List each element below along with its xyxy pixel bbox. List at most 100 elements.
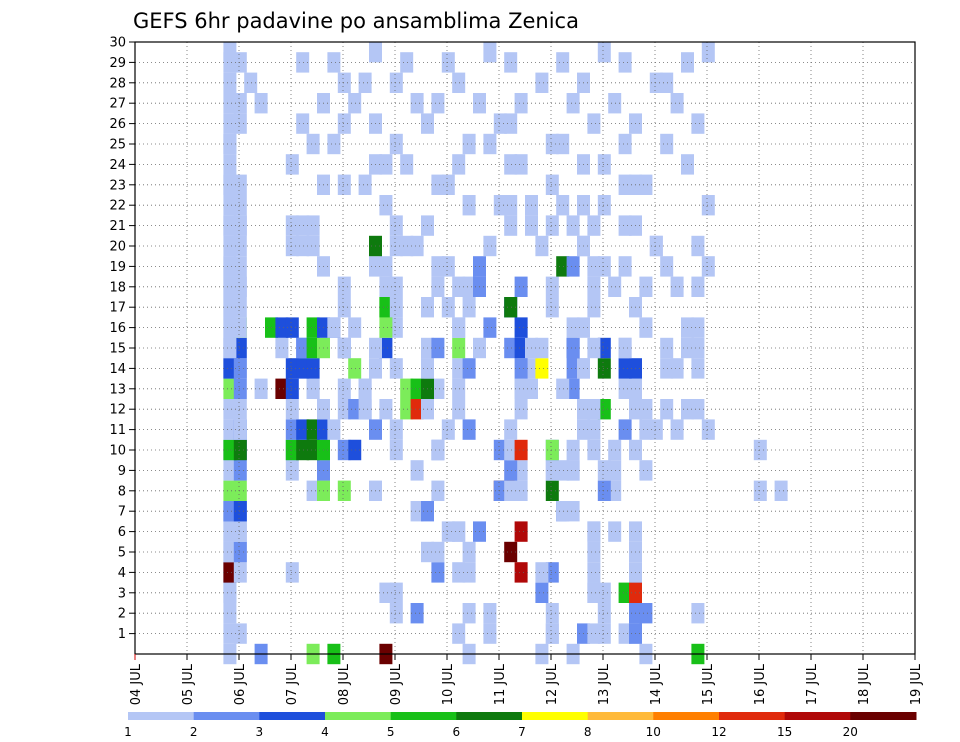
heatmap-cell <box>233 93 247 114</box>
heatmap-cell <box>431 276 445 297</box>
heatmap-cell <box>431 541 445 563</box>
x-tick-label: 18 JUL <box>857 663 872 705</box>
heatmap-cell <box>701 195 715 216</box>
heatmap-cell <box>545 297 559 318</box>
heatmap-cell <box>389 358 403 379</box>
heatmap-cell <box>566 378 580 399</box>
heatmap-cell <box>327 317 341 338</box>
heatmap-cell <box>431 562 445 583</box>
heatmap-cell <box>649 235 663 257</box>
heatmap-cell <box>483 317 497 338</box>
colorbar-swatch <box>259 712 326 720</box>
heatmap-cell <box>296 439 310 461</box>
heatmap-cell <box>389 215 403 236</box>
heatmap-cell <box>514 276 528 297</box>
colorbar-swatch <box>784 712 851 720</box>
heatmap-cell <box>535 582 549 603</box>
y-tick-label: 13 <box>109 382 126 397</box>
heatmap-cell <box>441 174 455 195</box>
heatmap-cell <box>379 399 393 420</box>
heatmap-cell <box>223 297 237 318</box>
heatmap-cell <box>233 256 247 277</box>
heatmap-cell <box>285 358 299 379</box>
heatmap-cell <box>389 603 403 624</box>
heatmap-cell <box>223 562 237 583</box>
heatmap-cell <box>285 399 299 420</box>
heatmap-cell <box>504 541 518 563</box>
heatmap-cell <box>389 582 403 603</box>
heatmap-cell <box>379 195 393 216</box>
heatmap-cell <box>504 480 518 501</box>
heatmap-cell <box>223 582 237 603</box>
heatmap-cell <box>452 317 466 338</box>
colorbar-swatch <box>456 712 523 720</box>
heatmap-cell <box>597 256 611 277</box>
heatmap-cell <box>535 72 549 93</box>
heatmap-cell <box>431 378 445 399</box>
heatmap-cell <box>452 276 466 297</box>
heatmap-cell <box>306 337 320 359</box>
heatmap-cell <box>660 337 674 359</box>
heatmap-cell <box>556 195 570 216</box>
heatmap-cell <box>587 562 601 583</box>
colorbar-label: 1 <box>124 725 132 739</box>
heatmap-cell <box>358 399 372 420</box>
y-tick-label: 3 <box>118 586 126 601</box>
heatmap-cell <box>337 439 351 461</box>
heatmap-cell <box>223 276 237 297</box>
y-tick-label: 21 <box>109 219 126 234</box>
x-tick-label: 17 JUL <box>805 663 820 705</box>
heatmap-cell <box>296 52 310 73</box>
colorbar-swatch <box>325 712 392 720</box>
heatmap-cell <box>535 337 549 359</box>
heatmap-cell <box>296 235 310 257</box>
y-tick-label: 28 <box>109 76 126 91</box>
x-tick-label: 14 JUL <box>649 663 664 705</box>
y-tick-label: 27 <box>109 97 126 112</box>
colorbar-swatch <box>850 712 917 720</box>
x-tick-label: 09 JUL <box>389 663 404 705</box>
heatmap-cell <box>597 603 611 624</box>
heatmap-cell <box>493 439 507 461</box>
heatmap-cell <box>337 297 351 318</box>
heatmap-cell <box>514 521 528 542</box>
heatmap-cell <box>441 256 455 277</box>
heatmap-cell <box>233 174 247 195</box>
heatmap-cell <box>587 439 601 461</box>
heatmap-cell <box>296 113 310 134</box>
y-tick-label: 26 <box>109 117 126 132</box>
y-tick-label: 2 <box>118 607 126 622</box>
heatmap-cell <box>327 133 341 155</box>
heatmap-cell <box>223 358 237 379</box>
y-tick-label: 5 <box>118 546 126 561</box>
colorbar-label: 4 <box>321 725 329 739</box>
heatmap-cell <box>493 480 507 501</box>
heatmap-cell <box>504 215 518 236</box>
colorbar-label: 8 <box>584 725 592 739</box>
heatmap-cell <box>660 72 674 93</box>
heatmap-cell <box>223 174 237 195</box>
heatmap-cell <box>452 72 466 93</box>
heatmap-cell <box>358 378 372 399</box>
heatmap-cell <box>306 235 320 257</box>
y-tick-label: 16 <box>109 321 126 336</box>
heatmap-cell <box>431 174 445 195</box>
x-tick-label: 07 JUL <box>285 663 300 705</box>
heatmap-cell <box>233 623 247 644</box>
heatmap-cell <box>337 480 351 501</box>
heatmap-cell <box>545 480 559 501</box>
heatmap-cell <box>597 154 611 175</box>
heatmap-cell <box>597 399 611 420</box>
heatmap-cell <box>337 174 351 195</box>
heatmap-cell <box>618 215 632 236</box>
heatmap-cell <box>545 174 559 195</box>
heatmap-cell <box>389 72 403 93</box>
heatmap-cell <box>514 480 528 501</box>
heatmap-cell <box>504 337 518 359</box>
heatmap-cell <box>337 378 351 399</box>
heatmap-cell <box>285 419 299 440</box>
heatmap-cell <box>597 195 611 216</box>
heatmap-cell <box>566 460 580 481</box>
heatmap-cell <box>618 582 632 603</box>
colorbar-swatch <box>719 712 786 720</box>
